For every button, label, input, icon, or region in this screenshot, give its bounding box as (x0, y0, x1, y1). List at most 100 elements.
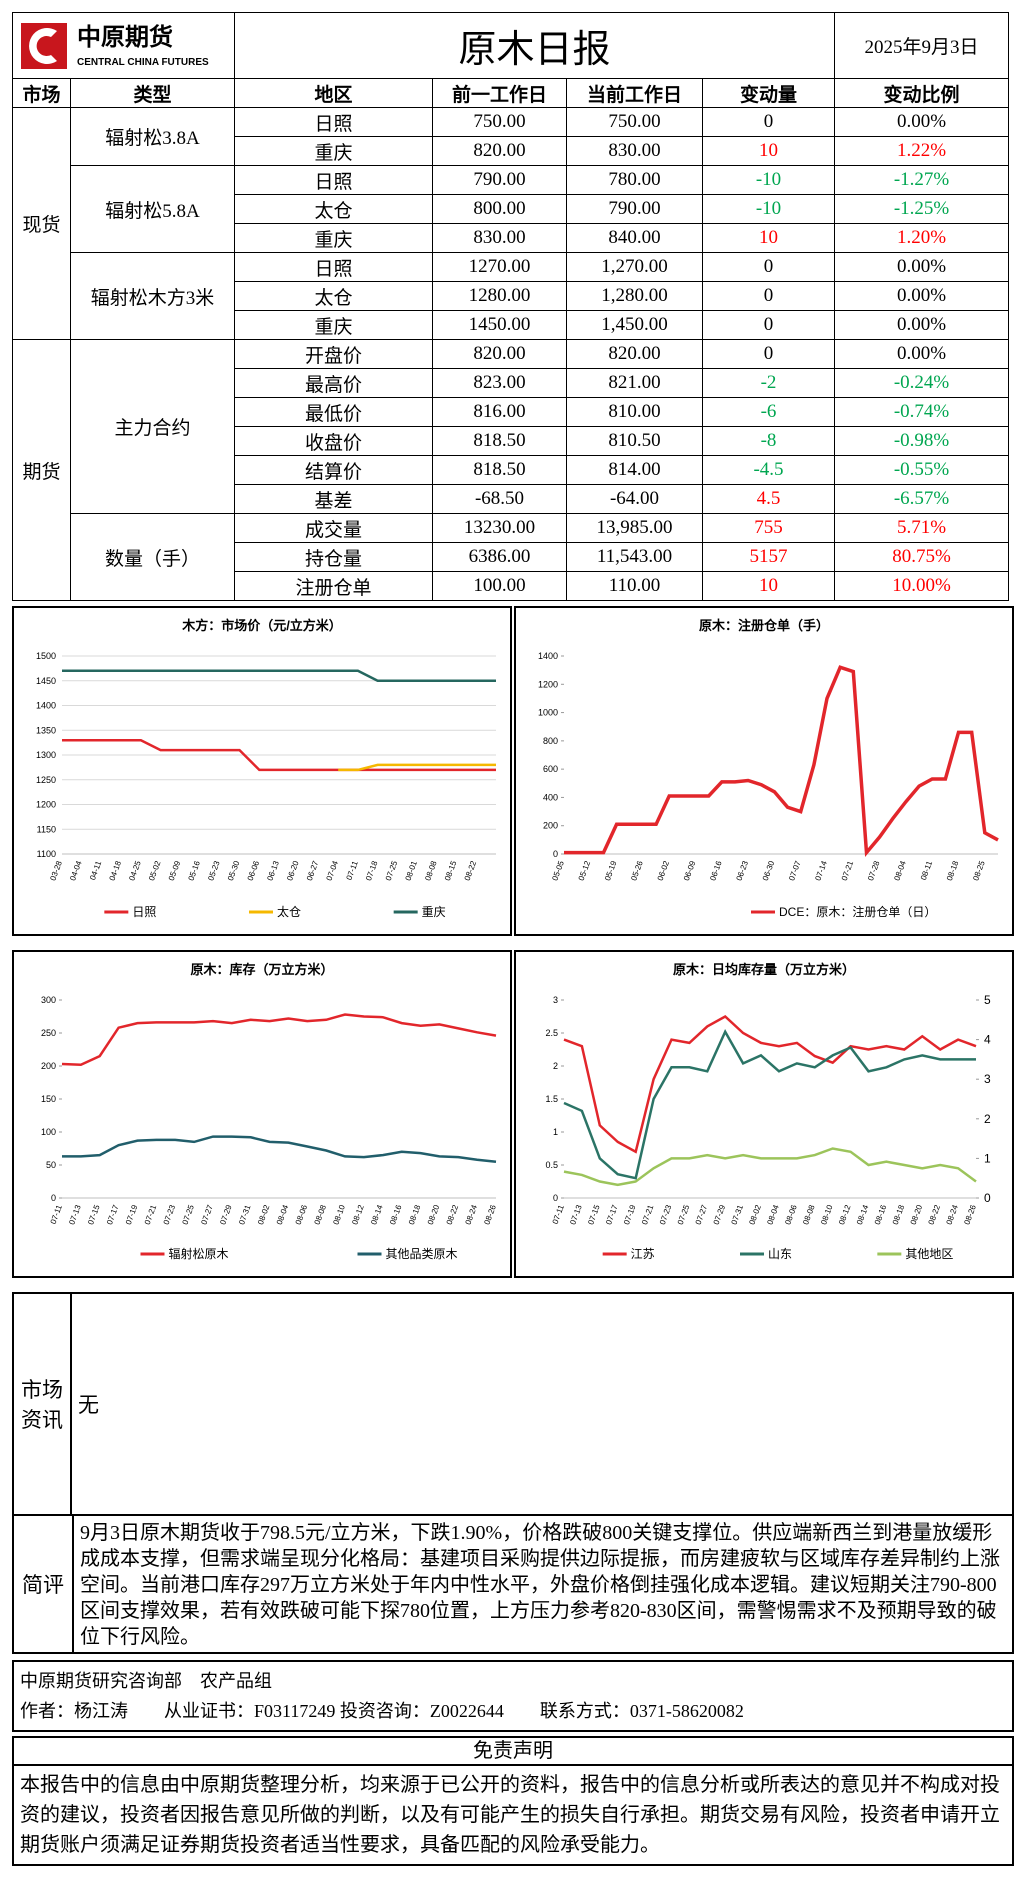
x-tick-label: 06-02 (656, 859, 672, 882)
value-cell: 790.00 (432, 165, 567, 195)
x-tick-label: 07-14 (813, 859, 829, 882)
x-tick-label: 08-08 (801, 1203, 817, 1226)
type-cell: 数量（手） (70, 513, 235, 601)
legend-label: 山东 (768, 1247, 792, 1261)
x-tick-label: 03-28 (48, 859, 64, 882)
x-tick-label: 08-18 (891, 1203, 907, 1226)
y-tick-label: 1150 (37, 824, 56, 834)
x-tick-label: 05-02 (147, 859, 163, 882)
x-tick-label: 08-10 (331, 1203, 347, 1226)
value-cell: -0.55% (834, 455, 1010, 485)
value-cell: 13230.00 (432, 513, 567, 543)
value-cell: 840.00 (566, 223, 703, 253)
column-header: 当前工作日 (566, 78, 703, 108)
x-tick-label: 07-11 (345, 859, 360, 881)
y-tick-label: 200 (543, 821, 558, 831)
x-tick-label: 08-01 (404, 859, 420, 882)
x-tick-label: 08-20 (426, 1203, 442, 1226)
x-tick-label: 08-06 (783, 1203, 799, 1226)
legend-label: 辐射松原木 (169, 1246, 229, 1261)
x-tick-label: 08-22 (445, 1203, 461, 1226)
value-cell: -0.74% (834, 397, 1010, 427)
data-row: 太仓 1280.00 1,280.00 0 0.00% (13, 281, 1010, 311)
x-tick-label: 08-26 (962, 1203, 978, 1226)
logo-en: CENTRAL CHINA FUTURES (77, 57, 209, 68)
y-tick-label: 1200 (36, 800, 56, 810)
region-cell: 重庆 (234, 223, 433, 253)
series-line (563, 1014, 977, 1154)
value-cell: 0 (701, 310, 836, 340)
value-cell: 80.75% (834, 542, 1010, 572)
x-tick-label: 05-09 (167, 859, 183, 882)
x-tick-label: 08-18 (945, 859, 961, 882)
value-cell: -6 (701, 397, 836, 427)
x-tick-label: 08-24 (945, 1203, 961, 1226)
legend-label: 太仓 (277, 904, 301, 919)
x-tick-label: 08-06 (294, 1203, 310, 1226)
value-cell: 0.00% (834, 107, 1010, 137)
x-tick-label: 07-13 (67, 1203, 83, 1226)
data-row: 数量（手） 成交量 13230.00 13,985.00 755 5.71% (13, 513, 1010, 601)
value-cell: 4.5 (701, 484, 836, 514)
x-tick-label: 08-26 (482, 1203, 498, 1226)
value-cell: 1,450.00 (566, 310, 703, 340)
x-tick-label: 07-04 (325, 859, 341, 882)
type-cell: 辐射松木方3米 (70, 252, 235, 340)
x-tick-label: 06-16 (708, 859, 724, 882)
x-tick-label: 06-27 (305, 859, 321, 882)
y-tick-label: 0.5 (545, 1160, 558, 1170)
y-tick-label: 2 (553, 1061, 558, 1071)
y-tick-label: 600 (543, 764, 558, 774)
y-tick-label: 50 (46, 1160, 56, 1170)
x-tick-label: 06-20 (285, 859, 301, 882)
y2-tick-label: 5 (984, 993, 991, 1007)
chart-panel: 木方：市场价（元/立方米） 1100 1150 1200 1250 1300 1350 140… (12, 606, 512, 936)
value-cell: 800.00 (432, 194, 567, 224)
x-tick-label: 07-13 (568, 1203, 584, 1226)
column-header: 类型 (70, 78, 235, 108)
data-row: 重庆 820.00 830.00 10 1.22% (13, 136, 1010, 166)
region-cell: 太仓 (234, 281, 433, 311)
y-tick-label: 2.5 (545, 1028, 558, 1038)
region-cell: 开盘价 (234, 339, 433, 369)
x-tick-label: 05-23 (206, 859, 222, 882)
value-cell: 5157 (701, 542, 836, 572)
x-tick-label: 07-21 (840, 859, 856, 882)
x-tick-label: 07-19 (124, 1203, 140, 1226)
footer-dept: 中原期货研究咨询部 农产品组 (20, 1671, 272, 1691)
x-tick-label: 07-27 (694, 1203, 710, 1226)
data-row: 基差 -68.50 -64.00 4.5 -6.57% (13, 484, 1010, 514)
value-cell: 0 (701, 281, 836, 311)
value-cell: 0.00% (834, 310, 1010, 340)
y-tick-label: 1500 (36, 651, 56, 661)
chart-row: 木方：市场价（元/立方米） 1100 1150 1200 1250 1300 1350 140… (12, 606, 1014, 936)
x-tick-label: 05-30 (226, 859, 242, 882)
y-tick-label: 1100 (37, 849, 56, 859)
y-tick-label: 0 (553, 849, 558, 859)
series-line (62, 1135, 497, 1163)
footer-author: 作者：杨江涛 从业证书：F03117249 投资咨询：Z0022644 联系方式… (20, 1701, 744, 1721)
data-row: 收盘价 818.50 810.50 -8 -0.98% (13, 426, 1010, 456)
region-cell: 日照 (234, 107, 433, 137)
value-cell: 110.00 (566, 571, 703, 601)
value-cell: 6386.00 (432, 542, 567, 572)
comment-label: 简评 (14, 1516, 74, 1652)
value-cell: 830.00 (566, 136, 703, 166)
x-tick-label: 08-22 (927, 1203, 943, 1226)
comment-text: 9月3日原木期货收于798.5元/立方米，下跌1.90%，价格跌破800关键支撑… (80, 1522, 1000, 1648)
logo-cell: 中原期货 CENTRAL CHINA FUTURES (12, 12, 235, 79)
value-cell: 1.22% (834, 136, 1010, 166)
region-cell: 持仓量 (234, 542, 433, 572)
x-tick-label: 06-30 (761, 859, 777, 882)
region-cell: 最低价 (234, 397, 433, 427)
value-cell: 750.00 (432, 107, 567, 137)
value-cell: 10 (701, 571, 836, 601)
y-tick-label: 3 (553, 995, 558, 1005)
value-cell: -1.27% (834, 165, 1010, 195)
footer-box: 中原期货研究咨询部 农产品组 作者：杨江涛 从业证书：F03117249 投资咨… (12, 1660, 1014, 1732)
value-cell: 821.00 (566, 368, 703, 398)
series-line (563, 1028, 976, 1180)
value-cell: 10 (701, 136, 836, 166)
series-line (338, 763, 496, 772)
